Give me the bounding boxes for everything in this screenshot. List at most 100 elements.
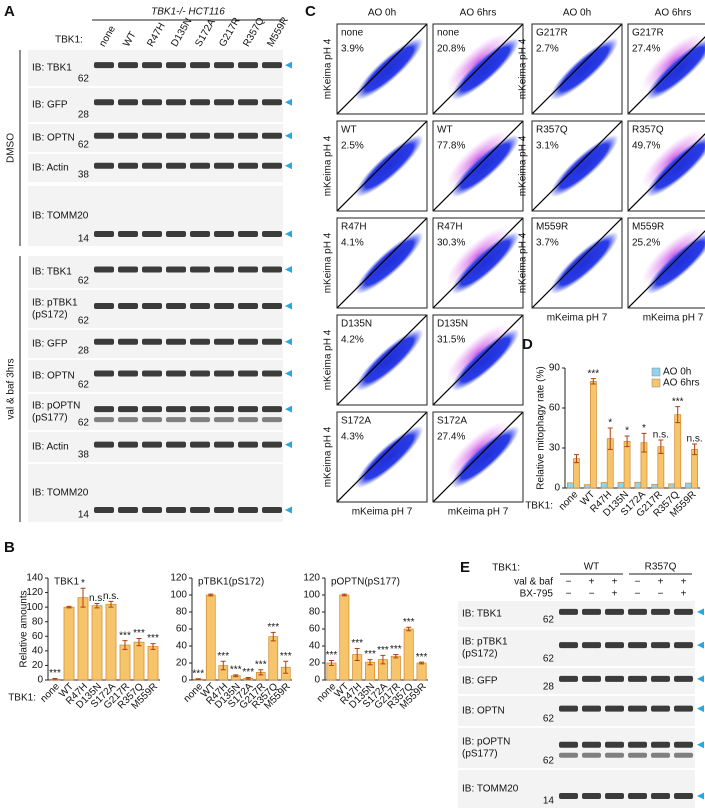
error-bar [675, 406, 681, 424]
significance: *** [49, 668, 61, 679]
band [559, 793, 578, 799]
band [118, 302, 138, 309]
significance: *** [230, 665, 242, 676]
x-axis-label: mKeima pH 7 [547, 313, 608, 324]
gate-line [337, 24, 427, 114]
band [651, 675, 670, 682]
lane-label: none [97, 24, 118, 49]
scatter-plot [531, 120, 623, 212]
y-tick-label: 0 [554, 483, 560, 494]
cloud [645, 134, 705, 198]
gate-line [628, 230, 705, 308]
arrowhead [285, 506, 292, 514]
blot-label: IB: OPTN [462, 706, 505, 717]
condition-sign: − [658, 589, 664, 600]
cloud [354, 134, 424, 198]
blot-label: (pS172) [462, 649, 498, 660]
band [238, 99, 258, 106]
band [651, 793, 670, 799]
arrowhead [285, 162, 292, 170]
band [674, 608, 693, 615]
condition-sign: + [681, 589, 687, 600]
condition-label: val & baf [514, 577, 553, 588]
plot-area [337, 315, 427, 405]
legend-label: AO 6hrs [663, 378, 700, 389]
plot-area [628, 33, 705, 114]
column-header: AO 6hrs [460, 8, 497, 19]
plot-frame [432, 217, 524, 309]
arrowhead [697, 675, 704, 683]
error-bar [590, 378, 596, 385]
band [94, 406, 114, 413]
blot-label: IB: TOMM20 [462, 784, 519, 795]
panel-label: A [4, 3, 15, 20]
y-tick-label: 80 [32, 616, 44, 627]
y-axis-label: mKeima pH 4 [323, 232, 334, 293]
error-bar [80, 587, 86, 608]
band [214, 417, 234, 423]
arrowhead [697, 608, 704, 616]
plot-label: S172A [341, 416, 371, 427]
plot-frame [531, 120, 623, 212]
plot-label: S172A [437, 416, 467, 427]
band [142, 370, 162, 377]
error-bar [354, 648, 360, 661]
error-bar [393, 654, 399, 659]
band [651, 608, 670, 615]
band [190, 99, 210, 106]
legend-label: AO 0h [663, 367, 691, 378]
band [238, 132, 258, 139]
y-axis-label: Relative mitophagy rate (%) [536, 366, 547, 489]
blot-label: (pS172) [32, 310, 68, 321]
bar [147, 646, 159, 681]
size-marker: 28 [543, 682, 555, 693]
band [674, 642, 693, 649]
plot-frame [531, 23, 623, 115]
scatter-plot [432, 23, 524, 115]
band [559, 608, 578, 615]
error-bar [208, 593, 214, 597]
plot-percent: 20.8% [437, 44, 465, 55]
plot-percent: 4.2% [341, 335, 364, 346]
significance: * [625, 426, 629, 437]
arrowhead [697, 741, 704, 749]
plot-frame [336, 217, 428, 309]
cloud [354, 328, 424, 392]
blot-label: IB: Actin [32, 163, 69, 174]
size-marker: 62 [78, 316, 90, 327]
plot-percent: 3.7% [536, 238, 559, 249]
size-marker: 38 [78, 450, 90, 461]
scatter-plot [432, 411, 524, 503]
plot-percent: 25.2% [632, 238, 660, 249]
group-label: DMSO [6, 133, 17, 163]
arrowhead [285, 61, 292, 69]
significance: *** [326, 650, 338, 661]
size-marker: 28 [78, 110, 90, 121]
plot-percent: 2.7% [536, 44, 559, 55]
y-axis-label: mKeima pH 4 [518, 232, 529, 293]
bar [617, 482, 625, 489]
band [214, 132, 234, 139]
band [262, 406, 282, 413]
band [94, 441, 114, 448]
significance: n.s. [103, 591, 119, 602]
band [118, 132, 138, 139]
band [94, 370, 114, 377]
arrowhead [285, 338, 292, 346]
band [262, 441, 282, 448]
error-bar [52, 678, 58, 681]
significance: *** [147, 633, 159, 644]
bar [91, 605, 103, 681]
y-axis-label: Relative amounts [19, 590, 30, 667]
y-tick-label: 100 [26, 602, 43, 613]
band [582, 705, 601, 712]
y-tick-label: 60 [309, 624, 321, 635]
plot-percent: 77.8% [437, 141, 465, 152]
gate-line [433, 121, 523, 211]
band [118, 99, 138, 106]
condition-sign: − [566, 577, 572, 588]
arrowhead [697, 792, 704, 800]
band [142, 231, 162, 237]
blot-label: IB: GFP [462, 676, 498, 687]
blot-label: IB: Actin [32, 442, 69, 453]
